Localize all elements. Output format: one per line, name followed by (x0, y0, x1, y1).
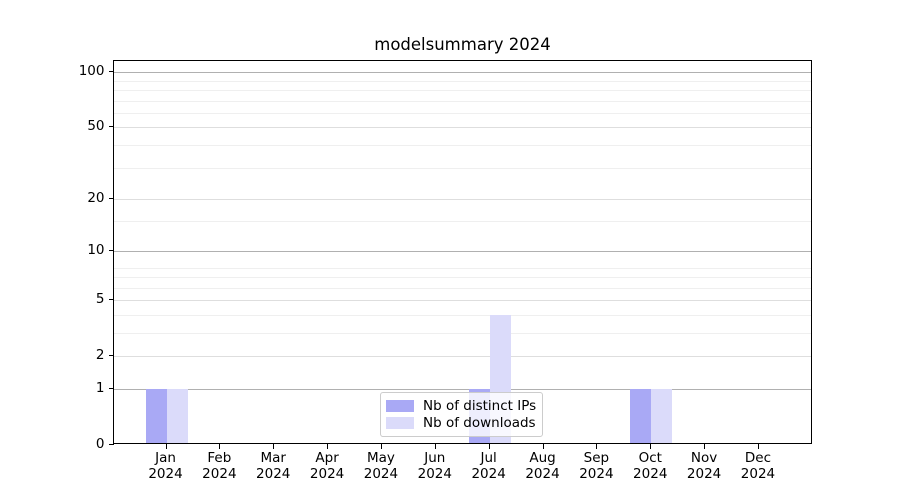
y-tick-mark (108, 388, 114, 389)
legend-swatch-icon (386, 399, 414, 412)
x-tick-mark (380, 444, 382, 449)
minor-gridline (114, 90, 811, 91)
x-tick-mark (165, 444, 167, 449)
x-tick-label: Apr 2024 (309, 450, 345, 482)
minor-gridline (114, 167, 811, 169)
bar-ips-oct (630, 389, 652, 443)
legend: Nb of distinct IPs Nb of downloads (380, 392, 543, 437)
minor-gridline (114, 287, 811, 289)
x-tick-label: Jun 2024 (417, 450, 452, 482)
minor-gridline (114, 80, 811, 82)
major-gridline (114, 127, 811, 129)
minor-gridline (114, 277, 811, 279)
bar-downloads-jan (166, 389, 188, 443)
minor-gridline (114, 267, 811, 269)
legend-item: Nb of downloads (386, 415, 536, 432)
y-tick-mark (108, 355, 114, 357)
minor-gridline (114, 145, 811, 146)
bar-ips-jan (145, 389, 167, 443)
y-tick-label: 5 (95, 291, 105, 308)
x-tick-mark (327, 444, 329, 449)
x-tick-mark (273, 444, 275, 449)
x-tick-label: Oct 2024 (633, 450, 668, 482)
y-tick-mark (108, 299, 114, 301)
y-tick-label: 100 (78, 63, 105, 80)
y-tick-mark (108, 444, 114, 445)
x-tick-mark (650, 444, 652, 449)
x-tick-label: Mar 2024 (256, 450, 291, 482)
plot-area (113, 60, 812, 444)
bar-downloads-oct (651, 389, 673, 443)
minor-gridline (114, 221, 811, 223)
chart-title: modelsummary 2024 (374, 35, 551, 54)
x-tick-mark (434, 444, 436, 449)
legend-swatch-icon (386, 417, 414, 430)
x-tick-label: Aug 2024 (525, 450, 560, 482)
major-gridline (114, 72, 811, 74)
y-tick-mark (108, 250, 114, 252)
y-tick-label: 0 (95, 436, 105, 452)
x-tick-label: Jul 2024 (471, 450, 506, 482)
x-tick-mark (488, 444, 490, 449)
x-tick-label: Jan 2024 (148, 450, 183, 482)
x-tick-label: Feb 2024 (202, 450, 237, 482)
major-gridline (114, 300, 811, 302)
y-tick-mark (108, 126, 114, 128)
x-tick-label: Dec 2024 (740, 450, 776, 482)
minor-gridline (114, 314, 811, 316)
y-tick-label: 10 (87, 242, 105, 259)
y-tick-mark (108, 198, 114, 200)
major-gridline (114, 251, 811, 253)
x-tick-mark (542, 444, 544, 449)
x-tick-mark (757, 444, 759, 449)
major-gridline (114, 389, 811, 390)
y-tick-label: 2 (95, 347, 105, 364)
major-gridline (114, 356, 811, 358)
x-tick-label: Sep 2024 (579, 450, 614, 482)
x-tick-label: May 2024 (363, 450, 399, 482)
legend-item: Nb of distinct IPs (386, 397, 536, 414)
legend-label: Nb of distinct IPs (423, 397, 537, 414)
x-tick-label: Nov 2024 (686, 450, 722, 482)
minor-gridline (114, 112, 811, 114)
legend-label: Nb of downloads (423, 415, 536, 432)
y-tick-label: 1 (95, 380, 105, 396)
minor-gridline (114, 333, 811, 334)
major-gridline (114, 199, 811, 201)
x-tick-mark (596, 444, 598, 449)
y-tick-label: 50 (87, 118, 105, 135)
y-tick-label: 20 (87, 190, 105, 207)
x-tick-mark (219, 444, 221, 449)
y-tick-mark (108, 71, 114, 73)
minor-gridline (114, 100, 811, 102)
x-tick-mark (704, 444, 706, 449)
